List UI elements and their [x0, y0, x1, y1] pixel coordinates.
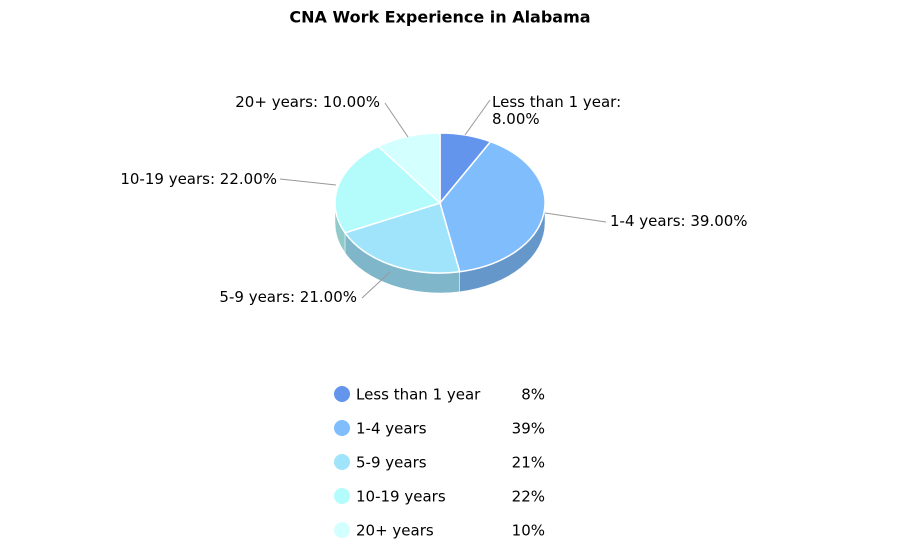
legend-label: Less than 1 year: [356, 386, 481, 404]
legend-label: 20+ years: [356, 522, 434, 540]
leader-line: [384, 102, 409, 138]
legend-label: 5-9 years: [356, 454, 427, 472]
legend-value: 22%: [512, 488, 545, 506]
leader-line: [361, 271, 391, 299]
slice-label: 5-9 years: 21.00%: [219, 288, 357, 306]
slice: [343, 202, 461, 274]
legend-label: 10-19 years: [356, 488, 446, 506]
legend-marker: [334, 454, 350, 470]
slice-label: 20+ years: 10.00%: [235, 93, 380, 111]
legend-value: 21%: [512, 454, 545, 472]
slice-label: Less than 1 year: 8.00%: [492, 93, 622, 128]
chart-title: CNA Work Experience in Alabama: [289, 8, 590, 27]
leader-line: [464, 99, 491, 136]
legend-value: 8%: [521, 386, 545, 404]
legend-marker: [334, 522, 350, 538]
slice: [334, 145, 442, 234]
slice: [439, 140, 546, 273]
legend-label: 1-4 years: [356, 420, 427, 438]
legend-value: 10%: [512, 522, 545, 540]
slice-label: 10-19 years: 22.00%: [120, 170, 277, 188]
slice-label: 1-4 years: 39.00%: [610, 212, 748, 230]
legend-marker: [334, 488, 350, 504]
legend-value: 39%: [512, 420, 545, 438]
leader-line: [279, 178, 337, 186]
legend-marker: [334, 420, 350, 436]
legend-marker: [334, 386, 350, 402]
leader-line: [544, 212, 607, 223]
